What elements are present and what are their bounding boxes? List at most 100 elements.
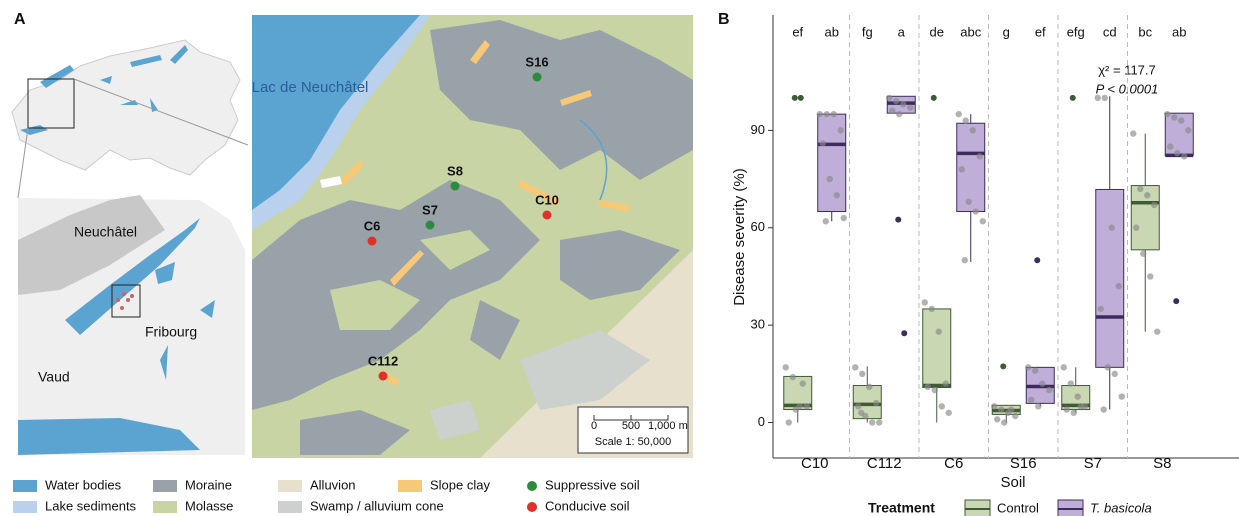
point xyxy=(1046,386,1053,394)
point xyxy=(942,380,949,387)
point xyxy=(893,97,900,105)
point xyxy=(833,192,840,199)
point xyxy=(1185,127,1192,134)
lake-leman xyxy=(18,418,200,455)
point xyxy=(1094,94,1101,102)
overview-map xyxy=(11,39,249,199)
legend-key xyxy=(278,501,302,513)
legend-title: Treatment xyxy=(868,500,935,516)
group-letter: ef xyxy=(1035,24,1046,39)
legend-key xyxy=(527,481,537,491)
point xyxy=(1167,143,1174,150)
region-label: Neuchâtel xyxy=(74,224,137,240)
point xyxy=(1181,153,1188,160)
point xyxy=(935,328,942,335)
point xyxy=(859,370,866,378)
point xyxy=(994,416,1001,423)
point xyxy=(1008,406,1015,413)
point xyxy=(1108,224,1115,231)
point xyxy=(852,364,859,371)
group-letter: efg xyxy=(1067,24,1085,39)
point xyxy=(1144,192,1151,199)
point xyxy=(965,198,972,205)
point xyxy=(876,419,883,426)
group-letter: ef xyxy=(792,24,803,39)
point xyxy=(1115,282,1122,290)
legend-key xyxy=(13,480,37,492)
box xyxy=(1130,185,1160,251)
moraine xyxy=(300,230,680,455)
point xyxy=(819,140,826,147)
panel-label: A xyxy=(14,11,26,28)
site-label: C10 xyxy=(535,192,559,207)
point xyxy=(1074,393,1081,400)
group-letter: cd xyxy=(1103,24,1117,39)
y-axis-title: Disease severity (%) xyxy=(731,168,748,306)
connector xyxy=(73,78,249,146)
molasse xyxy=(330,230,490,330)
region-label: Fribourg xyxy=(145,324,197,340)
group-letter: abc xyxy=(960,24,981,39)
point xyxy=(1001,419,1008,426)
group-letter: ab xyxy=(825,24,839,39)
town xyxy=(320,176,342,188)
scale-tick: 0 xyxy=(591,420,597,432)
inset-frame xyxy=(111,284,141,318)
legend-label: Water bodies xyxy=(45,477,122,492)
point xyxy=(1133,224,1140,231)
y-tick-label: 0 xyxy=(758,414,765,429)
scale-text: Scale 1: 50,000 xyxy=(595,436,671,448)
legend-label: Molasse xyxy=(185,498,233,513)
outlier xyxy=(1034,257,1041,264)
point xyxy=(822,218,829,225)
point xyxy=(921,299,928,306)
point xyxy=(907,104,914,111)
site-marker xyxy=(450,181,460,191)
lake-label: Lac de Neuchâtel xyxy=(252,79,369,96)
outlier xyxy=(791,94,798,101)
point xyxy=(1130,130,1137,137)
point xyxy=(1171,114,1178,121)
river xyxy=(579,119,608,201)
group-letter: fg xyxy=(862,24,873,39)
point xyxy=(972,208,979,215)
point xyxy=(886,94,893,102)
group-letter: g xyxy=(1003,24,1010,39)
lake-neuchatel xyxy=(65,218,200,335)
point xyxy=(799,380,806,387)
point xyxy=(858,409,865,416)
x-tick-label: C6 xyxy=(944,455,963,472)
point xyxy=(1164,110,1171,118)
outlier xyxy=(901,330,908,337)
legend-label: Moraine xyxy=(185,477,232,492)
point xyxy=(945,409,952,416)
lake xyxy=(252,15,420,210)
point xyxy=(1101,94,1108,102)
legend-label: Slope clay xyxy=(430,477,490,492)
point xyxy=(837,127,844,134)
site-marker xyxy=(542,210,552,220)
point xyxy=(1104,364,1111,371)
outlier xyxy=(1069,94,1076,101)
legend-label: Conducive soil xyxy=(545,498,630,513)
legend-label: Swamp / alluvium cone xyxy=(310,498,444,513)
x-axis-title: Soil xyxy=(1000,474,1025,491)
legend-key xyxy=(153,501,177,513)
point xyxy=(962,117,969,124)
scale-box xyxy=(577,406,689,454)
detail-map xyxy=(252,15,693,458)
point xyxy=(823,110,830,118)
point xyxy=(979,218,986,225)
point xyxy=(896,110,903,118)
point xyxy=(1063,406,1070,413)
scale-tick: 1,000 m xyxy=(648,420,688,432)
point xyxy=(1151,201,1158,209)
y-tick-label: 90 xyxy=(751,122,765,137)
point xyxy=(924,383,931,391)
legend-key xyxy=(527,502,537,512)
outlier xyxy=(1173,298,1180,305)
point xyxy=(869,419,876,426)
legend-label: Control xyxy=(997,500,1039,515)
legend-key xyxy=(278,480,302,492)
point xyxy=(991,403,998,410)
